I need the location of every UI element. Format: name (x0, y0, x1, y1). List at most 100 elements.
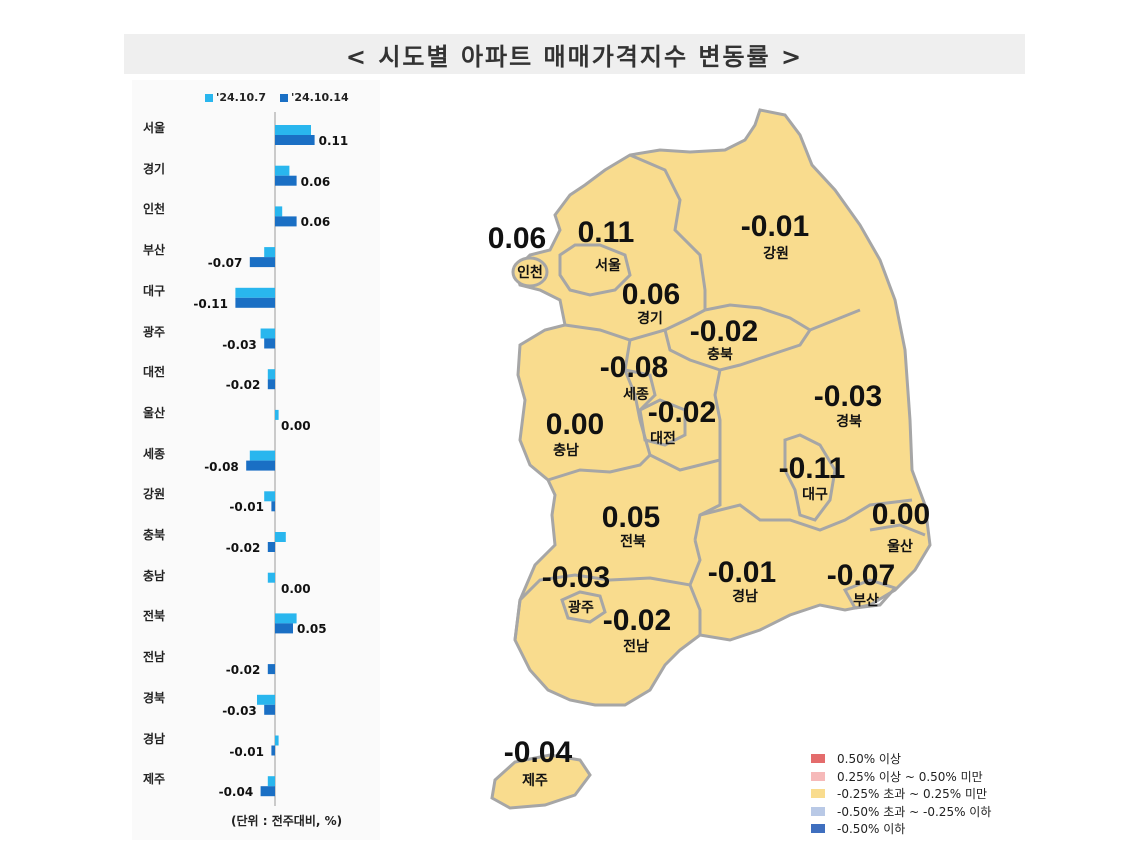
map-region-value: -0.03 (542, 561, 610, 594)
bars-group (235, 112, 315, 806)
bar-value-label: 0.00 (281, 581, 311, 596)
map-region-value: 0.05 (602, 501, 660, 534)
bar-category-label: 충남 (143, 568, 166, 583)
bar-value-label: 0.00 (281, 418, 311, 433)
map-region-value: 0.00 (872, 498, 930, 531)
map-legend-item: -0.50% 초과 ~ -0.25% 이하 (811, 803, 991, 821)
bar-prev-week (275, 409, 279, 420)
map-legend-label: -0.25% 초과 ~ 0.25% 미만 (837, 787, 988, 802)
map-legend-item: 0.50% 이상 (811, 750, 991, 768)
bar-prev-week (275, 735, 279, 746)
bar-legend: '24.10.7 '24.10.14 (205, 91, 349, 104)
map-legend-label: 0.25% 이상 ~ 0.50% 미만 (837, 769, 983, 784)
korea-map (490, 108, 932, 810)
map-legend-label: 0.50% 이상 (837, 752, 902, 767)
border-daejeon (638, 398, 687, 447)
bar-category-label: 울산 (143, 405, 166, 420)
bar-category-label: 제주 (143, 772, 166, 787)
bar-category-label: 전북 (143, 609, 166, 624)
map-region-name: 인천 (517, 264, 543, 281)
map-region-name: 서울 (595, 257, 621, 274)
bar-curr-week (264, 338, 275, 349)
border-sejong (624, 368, 657, 412)
map-region-value: -0.08 (600, 351, 668, 384)
bar-category-label: 세종 (143, 446, 166, 461)
border-jeonnam-gyeongnam (688, 584, 702, 635)
map-region-value: -0.11 (779, 452, 846, 485)
border-gwangju (560, 590, 607, 624)
map-region-value: -0.02 (603, 604, 671, 637)
legend-item-prev: '24.10.7 (205, 91, 266, 104)
border-busan (842, 578, 898, 610)
map-incheon-island (511, 256, 549, 288)
map-legend-label: -0.50% 이하 (837, 822, 906, 837)
bar-prev-week (260, 328, 275, 339)
map-region-name: 충북 (707, 347, 733, 363)
bar-prev-week (267, 369, 275, 380)
bar-category-label: 광주 (143, 324, 166, 339)
map-region-name: 제주 (522, 773, 548, 789)
bar-prev-week (264, 247, 275, 258)
map-legend-label: -0.50% 초과 ~ -0.25% 이하 (837, 804, 992, 819)
map-region-name: 대구 (802, 487, 828, 503)
bar-category-label: 강원 (143, 487, 166, 502)
border-gyeonggi-gangwon (629, 153, 707, 310)
bar-category-label: 인천 (143, 202, 166, 217)
map-region-value: -0.02 (690, 315, 758, 348)
bar-value-label: -0.08 (204, 459, 239, 474)
legend-item-curr: '24.10.14 (280, 91, 349, 104)
bar-prev-week (264, 491, 275, 502)
border-daegu (783, 433, 837, 522)
bar-value-label: -0.02 (225, 378, 261, 393)
bar-curr-week (267, 379, 275, 390)
bar-value-label: 0.06 (300, 215, 331, 230)
map-legend-swatch (811, 824, 825, 834)
border-gyeonggi-south (564, 308, 706, 342)
page-title: < 시도별 아파트 매매가격지수 변동률 > (345, 42, 804, 71)
map-legend-swatch (811, 806, 825, 816)
bar-prev-week (257, 694, 275, 705)
bar-curr-week (271, 745, 275, 756)
bar-curr-week (275, 216, 297, 227)
map-region-name: 경기 (637, 310, 663, 327)
map-region-name: 울산 (887, 538, 913, 555)
bar-category-label: 충북 (143, 528, 166, 542)
bar-prev-week (249, 450, 275, 461)
bar-value-label: 0.11 (318, 134, 349, 148)
map-region-value: 0.06 (488, 222, 546, 255)
bar-curr-week (275, 175, 297, 186)
map-region-name: 세종 (623, 387, 649, 403)
bar-prev-week (267, 572, 275, 583)
border-gyeongbuk-west (693, 460, 722, 541)
bar-category-label: 서울 (143, 121, 166, 135)
border-ulsan (869, 523, 926, 537)
bar-curr-week (275, 623, 293, 634)
unit-note: (단위 : 전주대비, %) (231, 814, 343, 828)
map-region-value: -0.02 (648, 396, 716, 429)
bar-value-label: -0.03 (222, 337, 257, 352)
bar-curr-week (267, 664, 275, 675)
bar-prev-week (275, 532, 286, 542)
bar-value-label: -0.02 (225, 663, 261, 678)
bar-value-label: -0.11 (193, 296, 228, 311)
map-legend: 0.50% 이상 0.25% 이상 ~ 0.50% 미만 -0.25% 초과 ~ 0… (811, 750, 991, 838)
border-seoul (558, 243, 632, 297)
map-region-value: 0.06 (622, 278, 680, 311)
bar-category-label: 전남 (143, 650, 166, 665)
map-legend-item: 0.25% 이상 ~ 0.50% 미만 (811, 768, 991, 786)
bar-category-label: 부산 (143, 243, 166, 258)
bar-category-label: 경북 (143, 690, 166, 705)
map-legend-item: -0.50% 이하 (811, 820, 991, 838)
bar-category-label: 대구 (143, 283, 166, 298)
bar-prev-week (275, 613, 297, 624)
map-region-value: 0.11 (578, 216, 635, 249)
border-chungbuk (663, 329, 812, 372)
bar-value-label: -0.07 (207, 256, 243, 271)
bar-prev-week (235, 287, 275, 298)
bar-curr-week (260, 786, 275, 797)
bar-category-label: 경남 (143, 731, 166, 746)
map-region-name: 충남 (553, 442, 579, 459)
map-legend-item: -0.25% 초과 ~ 0.25% 미만 (811, 785, 991, 803)
bar-value-label: 0.05 (297, 622, 327, 637)
